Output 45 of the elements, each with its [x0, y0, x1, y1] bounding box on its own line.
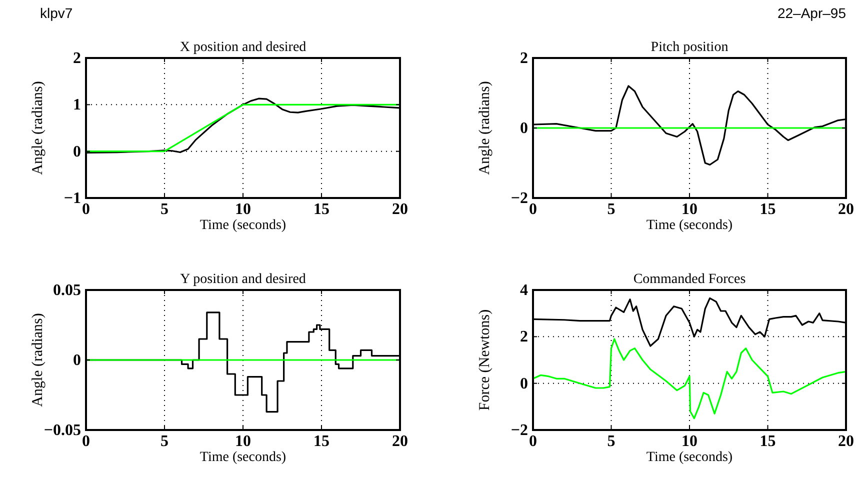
y-tick-label: 0.05	[53, 282, 81, 299]
x-tick-label: 10	[235, 201, 251, 218]
y-axis-title: Angle (radians)	[30, 313, 46, 407]
text: 22–Apr–95	[777, 5, 846, 21]
y-tick-label: −1	[64, 190, 81, 207]
x-tick-label: 5	[607, 201, 616, 218]
y-tick-label: −2	[510, 422, 528, 439]
y-tick-label: 0	[73, 352, 81, 369]
y-tick-label: 0	[520, 120, 528, 137]
chart-title: Commanded Forces	[633, 272, 746, 287]
x-tick-label: 20	[392, 201, 408, 218]
x-tick-label: 15	[760, 201, 776, 218]
x-axis-title: Time (seconds)	[200, 450, 286, 465]
x-tick-label: 20	[838, 201, 854, 218]
line-series	[532, 338, 847, 420]
chart-title: Y position and desired	[180, 272, 306, 287]
x-tick-label: 5	[160, 433, 168, 450]
x-axis-title: Time (seconds)	[200, 218, 286, 233]
y-tick-label: −2	[510, 190, 528, 207]
y-tick-label: 0	[73, 143, 81, 160]
x-tick-label: 15	[314, 201, 330, 218]
y-tick-label: 2	[73, 50, 81, 67]
x-axis-title: Time (seconds)	[646, 218, 733, 233]
x-tick-label: 5	[160, 201, 168, 218]
x-tick-label: 15	[760, 433, 776, 450]
x-tick-label: 10	[235, 433, 251, 450]
y-tick-label: 2	[520, 328, 528, 346]
x-tick-label: 5	[607, 433, 616, 450]
chart-title: Pitch position	[650, 40, 728, 55]
y-axis-title: Force (Newtons)	[477, 309, 493, 411]
text: klpv7	[40, 5, 73, 21]
chart-title: X position and desired	[180, 40, 306, 55]
y-tick-label: −0.05	[44, 422, 81, 439]
y-tick-label: 4	[520, 282, 528, 299]
x-axis-title: Time (seconds)	[646, 450, 733, 465]
y-tick-label: 0	[520, 375, 528, 392]
y-axis-title: Angle (radians)	[477, 81, 493, 175]
x-tick-label: 10	[682, 201, 698, 218]
y-tick-label: 2	[520, 50, 528, 67]
y-axis-title: Angle (radians)	[30, 81, 46, 175]
x-tick-label: 20	[392, 433, 408, 450]
x-tick-label: 15	[314, 433, 330, 450]
y-tick-label: 1	[73, 96, 81, 114]
x-tick-label: 20	[838, 433, 854, 450]
x-tick-label: 10	[682, 433, 698, 450]
